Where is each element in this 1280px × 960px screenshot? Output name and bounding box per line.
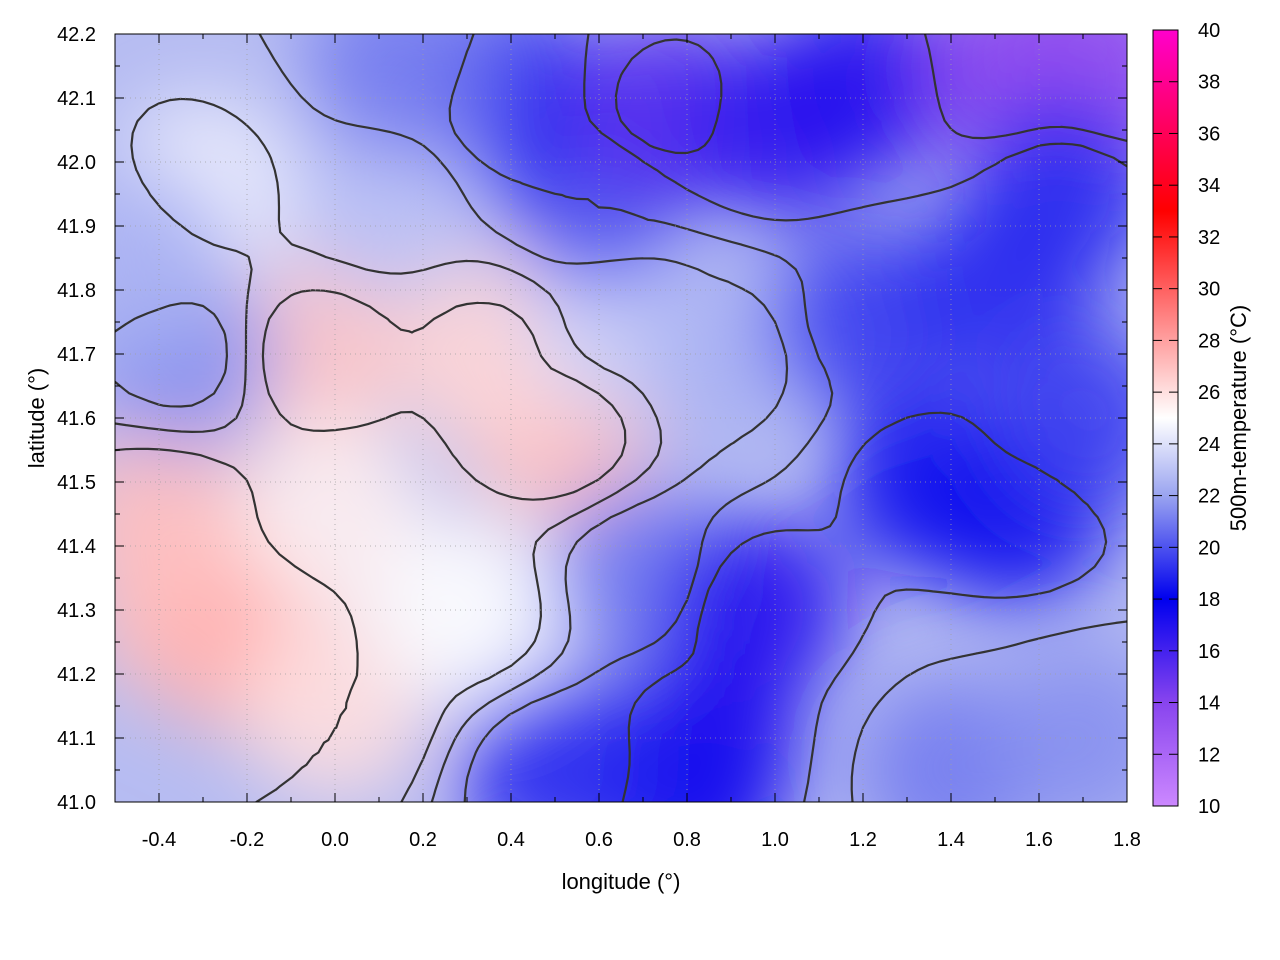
- y-tick-label: 42.0: [57, 152, 96, 174]
- colorbar-tick-label: 10: [1198, 796, 1220, 818]
- field-region-33: [115, 163, 232, 353]
- x-tick-label: 0.2: [409, 829, 437, 851]
- colorbar-tick-label: 28: [1198, 330, 1220, 352]
- x-axis-label: longitude (°): [562, 869, 681, 894]
- colorbar-tick-label: 38: [1198, 72, 1220, 94]
- field-region-2: [115, 419, 254, 609]
- x-tick-label: 1.6: [1025, 829, 1053, 851]
- colorbar-gradient: [1152, 29, 1179, 807]
- contour-24: [115, 97, 663, 802]
- contour-16: [614, 34, 1127, 155]
- y-tick-label: 41.4: [57, 536, 96, 558]
- field-region-3: [218, 259, 408, 449]
- y-tick-label: 41.9: [57, 216, 96, 238]
- x-tick-label: 0.8: [673, 829, 701, 851]
- colorbar-ticks: 10 12 14 16 18 20 22 24 26 28 30 32 34 36 38 40: [1153, 20, 1220, 818]
- y-tick-label: 41.2: [57, 664, 96, 686]
- y-axis: 41.0 41.1 41.2 41.3 41.4 41.5 41.6 41.7 41.8 41.9…: [57, 24, 1127, 814]
- colorbar-tick-label: 18: [1198, 589, 1220, 611]
- x-tick-label: 1.2: [849, 829, 877, 851]
- x-tick-label: 1.8: [1113, 829, 1141, 851]
- y-tick-label: 41.6: [57, 408, 96, 430]
- colorbar-tick-label: 20: [1198, 537, 1220, 559]
- contour-22: [115, 34, 789, 802]
- field-region-8: [240, 611, 430, 801]
- y-tick-label: 41.5: [57, 472, 96, 494]
- colorbar-tick-label: 34: [1198, 175, 1220, 197]
- colorbar-tick-label: 22: [1198, 486, 1220, 508]
- field-region-35: [306, 34, 496, 161]
- y-tick-label: 41.3: [57, 600, 96, 622]
- y-tick-label: 42.1: [57, 88, 96, 110]
- x-tick-label: 0.4: [497, 829, 525, 851]
- field-region-28: [768, 34, 958, 181]
- y-axis-label: latitude (°): [24, 368, 49, 469]
- contour-20: [448, 34, 1127, 802]
- field-region-9: [372, 515, 562, 705]
- contour-18: [583, 34, 1127, 802]
- colorbar-tick-label: 40: [1198, 20, 1220, 42]
- contour-lines: [115, 34, 1127, 802]
- colorbar: 10 12 14 16 18 20 22 24 26 28 30 32 34 36 38 40 500m-te…: [1152, 20, 1251, 818]
- colorbar-tick-label: 26: [1198, 382, 1220, 404]
- x-tick-label: 1.4: [937, 829, 965, 851]
- plot-area: [114, 33, 1128, 803]
- field-region-23: [988, 643, 1127, 802]
- colorbar-tick-label: 12: [1198, 744, 1220, 766]
- x-tick-label: -0.2: [230, 829, 264, 851]
- colorbar-tick-label: 36: [1198, 123, 1220, 145]
- y-tick-label: 41.0: [57, 792, 96, 814]
- field-region-21: [988, 323, 1127, 513]
- x-tick-label: 0.6: [585, 829, 613, 851]
- y-tick-label: 41.7: [57, 344, 96, 366]
- y-tick-label: 41.1: [57, 728, 96, 750]
- field-region-16: [460, 675, 650, 802]
- colorbar-tick-label: 24: [1198, 434, 1220, 456]
- colorbar-tick-label: 32: [1198, 227, 1220, 249]
- x-axis: -0.4 -0.2 0.0 0.2 0.4 0.6 0.8 1.0 1.2 1.4 1.6 1.8: [114, 34, 1141, 851]
- x-tick-label: 1.0: [761, 829, 789, 851]
- y-tick-label: 41.8: [57, 280, 96, 302]
- x-tick-label: -0.4: [142, 829, 176, 851]
- y-tick-label: 42.2: [57, 24, 96, 46]
- grid: [115, 34, 1127, 802]
- contour-26: [115, 289, 627, 802]
- colorbar-label: 500m-temperature (°C): [1226, 305, 1251, 531]
- colorbar-tick-label: 16: [1198, 641, 1220, 663]
- x-tick-label: 0.0: [321, 829, 349, 851]
- colorbar-tick-label: 30: [1198, 279, 1220, 301]
- colorbar-tick-label: 14: [1198, 693, 1220, 715]
